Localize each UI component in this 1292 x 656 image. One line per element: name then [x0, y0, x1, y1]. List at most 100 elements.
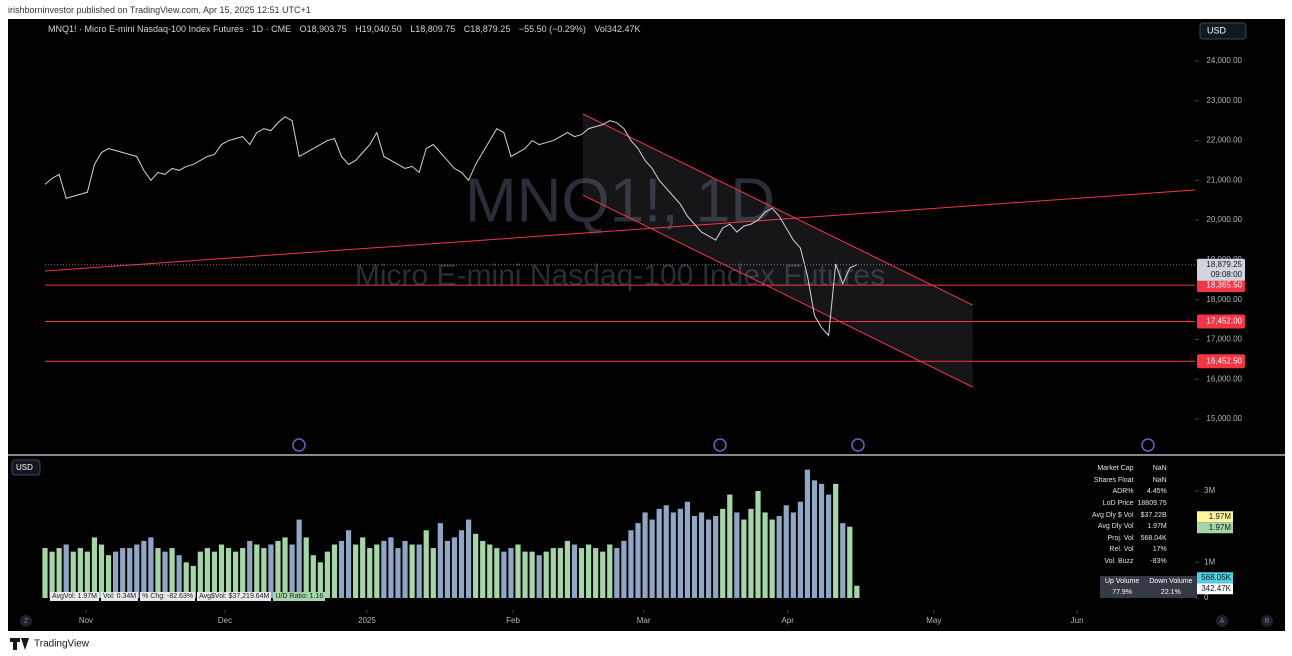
stats-table: Market Cap NaN Shares Float NaN ADR% 4.45% LoD… [1090, 463, 1169, 567]
event-icon[interactable] [1141, 438, 1155, 452]
stats-label: LoD Price [1102, 500, 1134, 508]
event-icon[interactable] [713, 438, 727, 452]
volume-bar [141, 540, 147, 598]
brand-logo [10, 638, 29, 650]
stats-value: 4.45% [1146, 488, 1167, 496]
x-tick-label: Dec [218, 616, 232, 625]
volume-bar [310, 555, 316, 598]
scale-button[interactable] [1216, 615, 1228, 627]
indicator-label: Vol: 0.34M [101, 592, 139, 601]
volume-bar [600, 551, 606, 598]
volume-bar [233, 551, 239, 598]
volume-bar [691, 515, 698, 598]
stats-value: 17% [1152, 546, 1167, 554]
volume-bar [621, 540, 627, 598]
y-tick-label: 18,000.00 [1206, 295, 1242, 304]
button-label: B [1265, 618, 1270, 625]
volume-bar [635, 523, 641, 598]
stats-label: Avg Dly Vol [1097, 523, 1134, 531]
stats-row: Rel. Vol 17% [1090, 544, 1169, 556]
volume-bar [105, 555, 112, 598]
stats-row: Avg Dly Vol 1.97M [1090, 521, 1169, 533]
volume-bar [804, 469, 811, 598]
volume-bar [437, 523, 443, 598]
volume-tag-label: 1.97M [1209, 512, 1232, 521]
volume-bar [324, 551, 330, 598]
volume-bar [218, 544, 225, 598]
volume-bar [847, 526, 853, 598]
stats-row: Proj. Vol 568.04K [1090, 533, 1169, 545]
ohlc: C18,879.25 [463, 24, 511, 34]
scale-button[interactable] [1261, 615, 1273, 627]
volume-bar [458, 530, 465, 598]
volume-bar [176, 555, 182, 598]
stats-value: 1.97M [1147, 523, 1167, 531]
stats-value: 18809.75 [1137, 500, 1167, 508]
volume-bar [190, 565, 196, 598]
volume-bar [197, 551, 203, 598]
publisher: irishborninvestor published on TradingVi… [8, 5, 311, 15]
volume-tag [1197, 522, 1233, 534]
button-label: A [1220, 618, 1225, 625]
stats-row: Avg Dly $ Vol $37.22B [1090, 509, 1169, 521]
volume-bar [670, 512, 676, 598]
volume-bar [585, 544, 592, 598]
y-tick-label: 20,000.00 [1206, 215, 1242, 224]
volume-bar [522, 551, 528, 598]
volume-bar [762, 512, 768, 598]
stats-label: Avg Dly $ Vol [1092, 511, 1134, 519]
event-icons [292, 438, 1155, 452]
stats-row: ADR% 4.45% [1090, 486, 1169, 498]
y-tick-label: 15,000.00 [1206, 414, 1242, 423]
event-icon[interactable] [851, 438, 865, 452]
indicator-label: % Chg: -82.63% [140, 592, 196, 601]
volume-bar [578, 548, 585, 598]
y-tick-label: 23,000.00 [1206, 96, 1242, 105]
volume-bar [571, 544, 578, 598]
watermark-name: Micro E-mini Nasdaq-100 Index Futures [355, 259, 885, 292]
currency-button[interactable] [1199, 22, 1247, 40]
ohlc: Vol342.47K [594, 24, 641, 34]
volume-bar [501, 551, 507, 598]
level-label: 16,452.50 [1206, 356, 1242, 365]
scale-button[interactable] [20, 615, 32, 627]
volume-bar [748, 508, 754, 598]
volume-bar [536, 555, 542, 598]
volume-bar [706, 519, 712, 598]
trend-line [582, 113, 973, 306]
volume-bar [628, 530, 634, 598]
x-tick-label: Nov [79, 616, 93, 625]
watermark-symbol: MNQ1!, 1D [465, 166, 775, 235]
volume-bar [63, 544, 69, 598]
volume-bar [564, 540, 571, 598]
volume-bar [91, 537, 98, 598]
y-tick-label: 1M [1204, 557, 1215, 566]
volume-bar [409, 544, 415, 598]
volume-bar [543, 551, 549, 598]
price-line [44, 116, 858, 337]
volume-bar [367, 548, 373, 598]
volume-bar [317, 562, 323, 598]
event-icon[interactable] [292, 438, 306, 452]
volume-bar [98, 544, 105, 598]
volume-bar [275, 540, 281, 598]
volume-bar [769, 519, 775, 598]
indicator-labels: AvgVol: 1.97M Vol: 0.34M% Chg: -82.63% Avg… [50, 592, 327, 601]
x-tick-label: Mar [637, 616, 651, 625]
channel-fill [582, 113, 973, 388]
stats-value: 568.04K [1140, 534, 1167, 542]
volume-bar [395, 548, 401, 598]
volume-bar [480, 540, 486, 598]
pane-currency-button[interactable] [11, 459, 41, 476]
volume-bar [42, 548, 48, 598]
volume-bar [451, 537, 458, 598]
volume-bar [381, 540, 387, 598]
updown-header: Down Volume [1149, 578, 1193, 585]
updown-value: 22.1% [1160, 589, 1181, 596]
volume-bar [720, 508, 726, 598]
volume-bar [642, 512, 648, 598]
volume-bar [741, 519, 747, 598]
volume-bar [818, 483, 825, 598]
ohlc: −55.50 (−0.29%) [518, 24, 586, 34]
volume-bar [811, 480, 818, 598]
